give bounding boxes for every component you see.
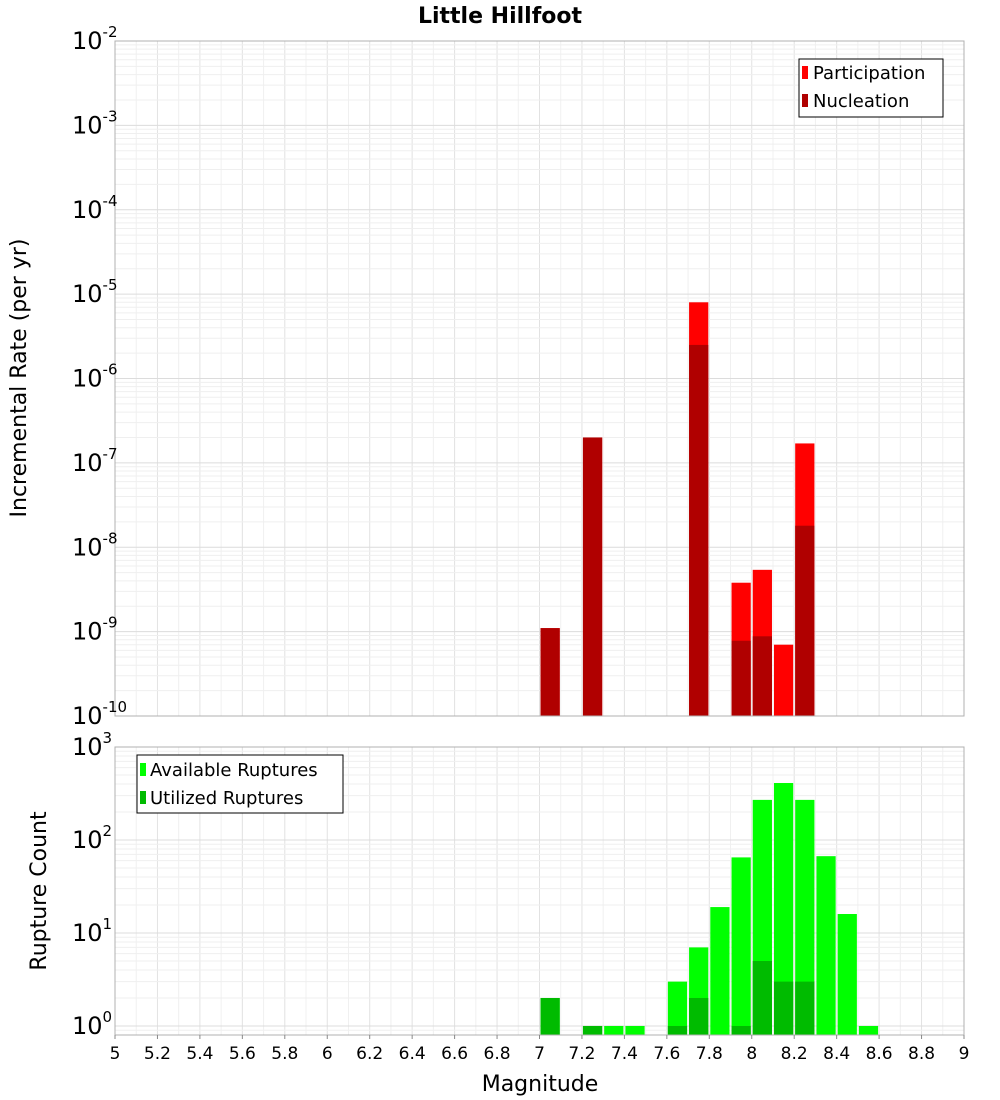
top-y-tick-label: 10-4 <box>72 192 118 224</box>
x-ticks: 5 5.2 5.4 5.6 5.8 6 6.2 6.4 6.6 6.8 7 7.2 7.4 7.6 7.8 8… <box>110 1035 970 1064</box>
available-ruptures-bar <box>795 799 815 1035</box>
x-tick-label: 7 <box>534 1044 545 1064</box>
utilized-ruptures-bar <box>540 997 560 1035</box>
available-ruptures-bar <box>667 981 688 1035</box>
x-tick-label: 9 <box>959 1044 970 1064</box>
nucleation-bar <box>731 640 751 716</box>
x-tick-label: 6.6 <box>441 1044 468 1064</box>
top-y-tick-label: 10-5 <box>72 276 118 308</box>
x-tick-label: 6 <box>322 1044 333 1064</box>
utilized-ruptures-bar <box>667 1025 688 1035</box>
x-tick-label: 7.4 <box>611 1044 638 1064</box>
x-tick-label: 5.2 <box>144 1044 171 1064</box>
nucleation-bar <box>540 628 560 716</box>
top-y-ticks: 10-10 10-9 10-8 10-7 10-6 10-5 10-4 10-3 10-2 <box>72 23 127 730</box>
top-y-axis-label: Incremental Rate (per yr) <box>7 239 32 518</box>
available-ruptures-bar <box>816 856 836 1035</box>
x-tick-label: 8.6 <box>866 1044 893 1064</box>
utilized-ruptures-bar <box>795 981 815 1035</box>
x-tick-label: 5.6 <box>229 1044 256 1064</box>
participation-legend-swatch <box>802 66 808 79</box>
bottom-y-tick-label: 100 <box>72 1008 112 1040</box>
bottom-bars <box>540 783 879 1035</box>
nucleation-legend-label: Nucleation <box>813 91 909 112</box>
bottom-panel: 100 101 102 103 5 5.2 5.4 5.6 5.8 6 6.2 6.4 6.6 6.8 7… <box>27 729 969 1097</box>
x-tick-label: 5.8 <box>271 1044 298 1064</box>
bottom-legend-box <box>136 754 344 814</box>
top-legend: Participation Nucleation <box>798 58 944 118</box>
x-tick-label: 8.8 <box>908 1044 935 1064</box>
top-legend-box <box>798 58 944 118</box>
nucleation-bar <box>795 525 815 716</box>
bottom-legend: Available Ruptures Utilized Ruptures <box>136 754 344 814</box>
bottom-y-tick-label: 103 <box>72 729 112 761</box>
top-y-tick-label: 10-3 <box>72 107 118 139</box>
x-tick-label: 8 <box>746 1044 757 1064</box>
available-ruptures-bar <box>625 1025 645 1035</box>
utilized-ruptures-legend-label: Utilized Ruptures <box>150 788 303 809</box>
top-y-tick-label: 10-2 <box>72 23 118 55</box>
utilized-ruptures-legend-swatch <box>140 791 146 804</box>
top-y-tick-label: 10-9 <box>72 614 118 646</box>
available-ruptures-bar <box>858 1025 879 1035</box>
available-ruptures-bar <box>604 1025 624 1035</box>
bottom-y-axis-label: Rupture Count <box>27 811 52 971</box>
top-plot-border <box>114 40 965 717</box>
x-tick-label: 8.2 <box>781 1044 808 1064</box>
top-y-tick-label: 10-10 <box>72 698 127 730</box>
available-ruptures-bar <box>731 857 751 1035</box>
nucleation-bar <box>752 636 772 716</box>
x-tick-label: 6.8 <box>484 1044 511 1064</box>
nucleation-legend-swatch <box>802 94 808 107</box>
bottom-y-tick-label: 101 <box>72 915 112 947</box>
top-y-tick-label: 10-8 <box>72 529 118 561</box>
available-ruptures-legend-swatch <box>140 763 146 776</box>
bottom-y-ticks: 100 101 102 103 <box>72 729 112 1040</box>
available-ruptures-legend-label: Available Ruptures <box>150 760 318 781</box>
chart-title: Little Hillfoot <box>418 4 583 29</box>
utilized-ruptures-bar <box>689 997 709 1035</box>
top-y-tick-label: 10-6 <box>72 361 118 393</box>
x-tick-label: 8.4 <box>823 1044 850 1064</box>
participation-bar <box>773 644 794 716</box>
nucleation-bar <box>582 437 603 716</box>
x-axis-label: Magnitude <box>482 1072 599 1097</box>
available-ruptures-bar <box>837 914 857 1035</box>
nucleation-bar <box>689 344 709 716</box>
utilized-ruptures-bar <box>773 981 794 1035</box>
top-grid <box>114 40 965 717</box>
utilized-ruptures-bar <box>752 960 772 1035</box>
x-tick-label: 6.2 <box>356 1044 383 1064</box>
x-tick-label: 5.4 <box>186 1044 213 1064</box>
utilized-ruptures-bar <box>582 1025 603 1035</box>
top-y-tick-label: 10-7 <box>72 445 118 477</box>
bottom-y-tick-label: 102 <box>72 822 112 854</box>
x-tick-label: 5 <box>110 1044 121 1064</box>
x-tick-label: 7.6 <box>653 1044 680 1064</box>
utilized-ruptures-bar <box>731 1025 751 1035</box>
available-ruptures-bar <box>710 907 730 1035</box>
top-panel: 10-10 10-9 10-8 10-7 10-6 10-5 10-4 10-3 10-2 In… <box>7 23 965 730</box>
x-tick-label: 7.2 <box>568 1044 595 1064</box>
top-bars <box>540 302 815 716</box>
available-ruptures-bar <box>773 783 794 1035</box>
x-tick-label: 7.8 <box>696 1044 723 1064</box>
x-tick-label: 6.4 <box>399 1044 426 1064</box>
participation-legend-label: Participation <box>813 63 925 84</box>
